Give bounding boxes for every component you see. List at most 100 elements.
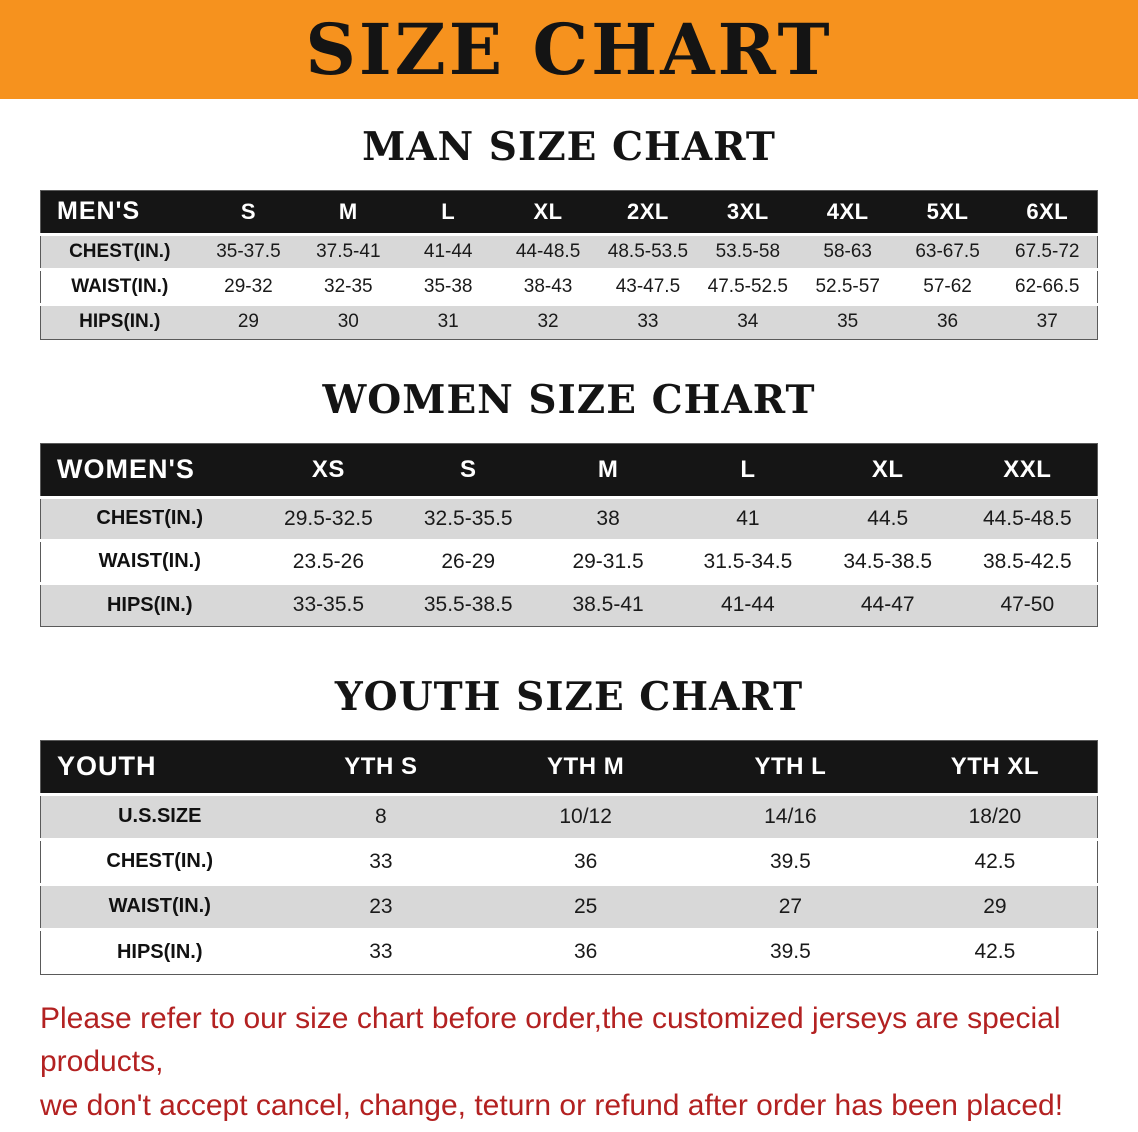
measurement-row: HIPS(IN.) 33 36 39.5 42.5 [40, 927, 1098, 975]
size-value-cell: 29-31.5 [538, 538, 678, 584]
size-column-header: YTH M [483, 740, 688, 795]
youth-size-section: YOUTH SIZE CHART YOUTH YTH S YTH M YTH L YTH… [0, 673, 1138, 975]
size-column-header: L [398, 190, 499, 235]
size-value-cell: 44.5 [817, 495, 958, 541]
header-row: WOMEN'S XS S M L XL XXL [40, 443, 1098, 498]
size-column-header: 4XL [797, 190, 898, 235]
size-value-cell: 48.5-53.5 [598, 232, 698, 270]
size-value-cell: 43-47.5 [598, 267, 698, 305]
size-column-header: XS [258, 443, 399, 498]
size-value-cell: 8 [278, 792, 484, 840]
size-column-header: 5XL [897, 190, 998, 235]
men-section-heading: MAN SIZE CHART [362, 124, 776, 170]
size-value-cell: 33 [598, 302, 698, 340]
size-value-cell: 38 [538, 495, 678, 541]
size-value-cell: 33-35.5 [258, 581, 399, 627]
size-value-cell: 58-63 [797, 232, 898, 270]
size-value-cell: 10/12 [483, 792, 688, 840]
size-value-cell: 32 [498, 302, 598, 340]
row-label: CHEST(IN.) [40, 837, 279, 885]
size-value-cell: 23.5-26 [258, 538, 399, 584]
header-row: YOUTH YTH S YTH M YTH L YTH XL [40, 740, 1098, 795]
disclaimer-line-1: Please refer to our size chart before or… [40, 1001, 1061, 1079]
row-label: HIPS(IN.) [40, 581, 259, 627]
row-label: WAIST(IN.) [40, 538, 259, 584]
size-value-cell: 53.5-58 [697, 232, 798, 270]
size-value-cell: 26-29 [398, 538, 539, 584]
size-value-cell: 36 [483, 837, 688, 885]
youth-size-table: YOUTH YTH S YTH M YTH L YTH XL U.S.SIZE 8 10/12… [40, 739, 1098, 975]
size-column-header: 3XL [697, 190, 798, 235]
size-value-cell: 29 [892, 882, 1098, 930]
size-column-header: XL [817, 443, 958, 498]
row-label: U.S.SIZE [40, 792, 279, 840]
size-column-header: M [538, 443, 678, 498]
size-column-header: 2XL [598, 190, 698, 235]
size-value-cell: 30 [298, 302, 399, 340]
table-corner-label: YOUTH [40, 740, 279, 795]
size-value-cell: 38-43 [498, 267, 598, 305]
size-value-cell: 31 [398, 302, 499, 340]
row-label: HIPS(IN.) [40, 927, 279, 975]
size-value-cell: 32-35 [298, 267, 399, 305]
size-value-cell: 29-32 [198, 267, 299, 305]
youth-section-heading: YOUTH SIZE CHART [334, 673, 804, 720]
size-column-header: S [398, 443, 539, 498]
size-value-cell: 41 [677, 495, 818, 541]
size-value-cell: 27 [688, 882, 893, 930]
size-value-cell: 37.5-41 [298, 232, 399, 270]
measurement-row: CHEST(IN.) 35-37.5 37.5-41 41-44 44-48.5 48.5… [40, 232, 1098, 270]
measurement-row: CHEST(IN.) 29.5-32.5 32.5-35.5 38 41 44.5 44.5… [40, 495, 1098, 541]
women-section-heading: WOMEN SIZE CHART [322, 376, 816, 423]
size-value-cell: 39.5 [688, 927, 893, 975]
measurement-row: WAIST(IN.) 23 25 27 29 [40, 882, 1098, 930]
row-label: CHEST(IN.) [40, 232, 199, 270]
size-value-cell: 35-37.5 [198, 232, 299, 270]
size-column-header: YTH XL [892, 740, 1098, 795]
row-label: WAIST(IN.) [40, 267, 199, 305]
size-value-cell: 42.5 [892, 927, 1098, 975]
size-value-cell: 42.5 [892, 837, 1098, 885]
banner-title: SIZE CHART [305, 7, 833, 91]
size-value-cell: 63-67.5 [897, 232, 998, 270]
row-label: CHEST(IN.) [40, 495, 259, 541]
table-corner-label: WOMEN'S [40, 443, 259, 498]
size-value-cell: 38.5-42.5 [957, 538, 1098, 584]
size-value-cell: 57-62 [897, 267, 998, 305]
size-column-header: YTH S [278, 740, 484, 795]
size-column-header: S [198, 190, 299, 235]
size-value-cell: 35.5-38.5 [398, 581, 539, 627]
size-value-cell: 41-44 [398, 232, 499, 270]
size-value-cell: 44-48.5 [498, 232, 598, 270]
size-value-cell: 35 [797, 302, 898, 340]
size-value-cell: 31.5-34.5 [677, 538, 818, 584]
measurement-row: CHEST(IN.) 33 36 39.5 42.5 [40, 837, 1098, 885]
size-value-cell: 35-38 [398, 267, 499, 305]
size-column-header: M [298, 190, 399, 235]
size-chart-banner: SIZE CHART [0, 0, 1138, 99]
size-value-cell: 23 [278, 882, 484, 930]
size-value-cell: 44-47 [817, 581, 958, 627]
size-value-cell: 37 [997, 302, 1098, 340]
size-column-header: XXL [957, 443, 1098, 498]
women-size-table: WOMEN'S XS S M L XL XXL CHEST(IN.) 29.5-32.5 32.5… [40, 442, 1098, 627]
size-column-header: 6XL [997, 190, 1098, 235]
size-value-cell: 39.5 [688, 837, 893, 885]
size-value-cell: 29.5-32.5 [258, 495, 399, 541]
men-size-table: MEN'S S M L XL 2XL 3XL 4XL 5XL 6XL CHEST(IN.) 35-37… [40, 189, 1098, 340]
disclaimer: Please refer to our size chart before or… [40, 997, 1108, 1128]
row-label: WAIST(IN.) [40, 882, 279, 930]
size-column-header: YTH L [688, 740, 893, 795]
size-value-cell: 14/16 [688, 792, 893, 840]
size-value-cell: 36 [897, 302, 998, 340]
size-value-cell: 44.5-48.5 [957, 495, 1098, 541]
size-value-cell: 36 [483, 927, 688, 975]
measurement-row: U.S.SIZE 8 10/12 14/16 18/20 [40, 792, 1098, 840]
table-corner-label: MEN'S [40, 190, 199, 235]
size-value-cell: 18/20 [892, 792, 1098, 840]
row-label: HIPS(IN.) [40, 302, 199, 340]
size-value-cell: 33 [278, 927, 484, 975]
size-value-cell: 32.5-35.5 [398, 495, 539, 541]
size-value-cell: 34.5-38.5 [817, 538, 958, 584]
size-value-cell: 47-50 [957, 581, 1098, 627]
